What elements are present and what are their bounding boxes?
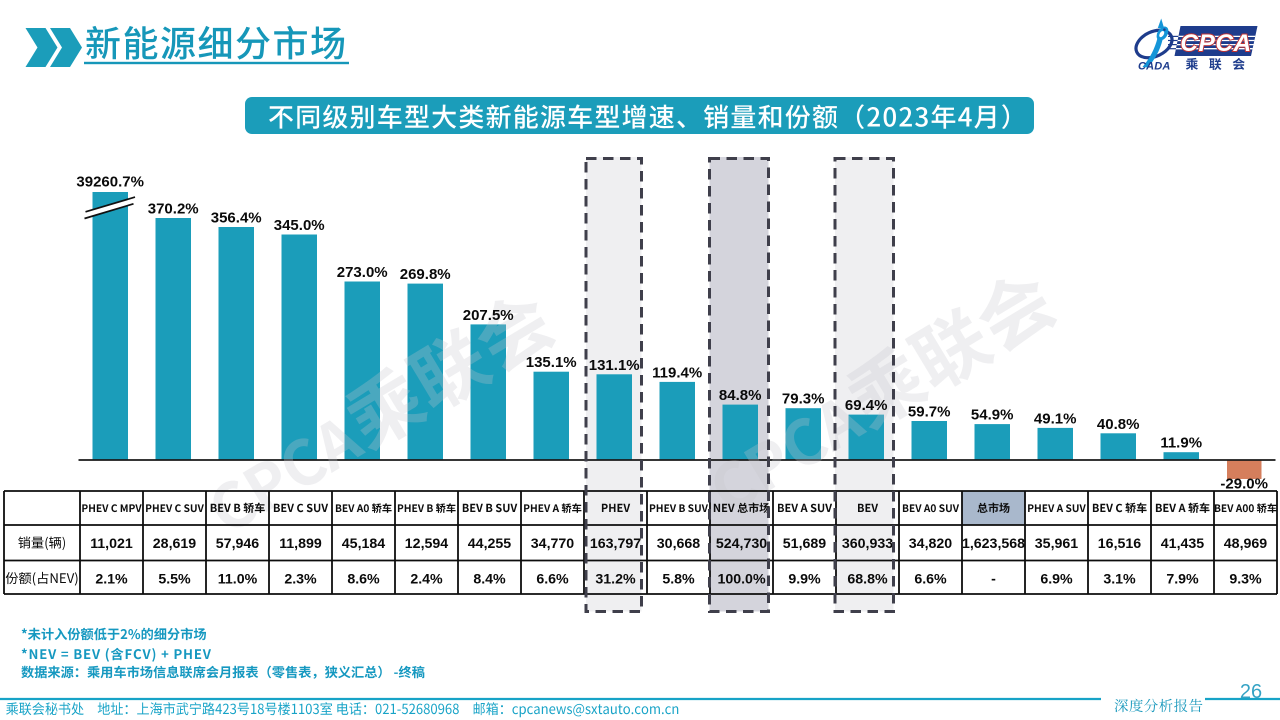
svg-text:16,516: 16,516 bbox=[1098, 536, 1142, 552]
svg-text:-29.0%: -29.0% bbox=[1220, 476, 1268, 493]
svg-text:11.0%: 11.0% bbox=[218, 572, 258, 588]
svg-text:100.0%: 100.0% bbox=[717, 572, 766, 588]
svg-text:12,594: 12,594 bbox=[405, 536, 449, 552]
svg-text:163,797: 163,797 bbox=[590, 536, 641, 552]
svg-text:41,435: 41,435 bbox=[1161, 536, 1205, 552]
svg-text:3.1%: 3.1% bbox=[1103, 572, 1136, 588]
svg-text:356.4%: 356.4% bbox=[211, 210, 262, 227]
svg-text:524,730: 524,730 bbox=[716, 536, 767, 552]
svg-text:34,770: 34,770 bbox=[531, 536, 575, 552]
svg-text:51,689: 51,689 bbox=[783, 536, 827, 552]
svg-text:1,623,568: 1,623,568 bbox=[962, 536, 1025, 552]
svg-text:31.2%: 31.2% bbox=[595, 572, 636, 588]
svg-text:9.3%: 9.3% bbox=[1229, 572, 1262, 588]
svg-text:45,184: 45,184 bbox=[342, 536, 386, 552]
svg-text:-: - bbox=[991, 572, 996, 588]
svg-text:6.6%: 6.6% bbox=[536, 572, 569, 588]
svg-text:40.8%: 40.8% bbox=[1097, 416, 1140, 433]
svg-text:5.8%: 5.8% bbox=[662, 572, 695, 588]
svg-text:CPCA: CPCA bbox=[1180, 30, 1251, 57]
svg-text:84.8%: 84.8% bbox=[719, 387, 762, 404]
svg-text:28,619: 28,619 bbox=[153, 536, 197, 552]
svg-text:2.4%: 2.4% bbox=[410, 572, 443, 588]
svg-text:135.1%: 135.1% bbox=[526, 354, 577, 371]
svg-text:269.8%: 269.8% bbox=[400, 266, 451, 283]
svg-text:34,820: 34,820 bbox=[909, 536, 953, 552]
svg-text:30,668: 30,668 bbox=[657, 536, 701, 552]
svg-text:7.9%: 7.9% bbox=[1166, 572, 1199, 588]
svg-text:370.2%: 370.2% bbox=[148, 201, 199, 218]
svg-text:79.3%: 79.3% bbox=[782, 391, 825, 408]
svg-text:6.9%: 6.9% bbox=[1040, 572, 1073, 588]
svg-text:131.1%: 131.1% bbox=[589, 357, 640, 374]
svg-text:6.6%: 6.6% bbox=[914, 572, 947, 588]
svg-text:9.9%: 9.9% bbox=[788, 572, 821, 588]
svg-text:69.4%: 69.4% bbox=[845, 397, 888, 414]
svg-text:44,255: 44,255 bbox=[468, 536, 512, 552]
svg-text:39260.7%: 39260.7% bbox=[76, 174, 144, 191]
svg-text:5.5%: 5.5% bbox=[158, 572, 191, 588]
svg-text:207.5%: 207.5% bbox=[463, 307, 514, 324]
svg-text:360,933: 360,933 bbox=[842, 536, 893, 552]
svg-text:345.0%: 345.0% bbox=[274, 217, 325, 234]
svg-text:2.1%: 2.1% bbox=[95, 572, 128, 588]
svg-text:26: 26 bbox=[1240, 681, 1262, 703]
svg-text:48,969: 48,969 bbox=[1224, 536, 1268, 552]
svg-text:11,899: 11,899 bbox=[279, 536, 322, 552]
svg-text:2.3%: 2.3% bbox=[284, 572, 317, 588]
svg-text:119.4%: 119.4% bbox=[652, 364, 702, 381]
svg-text:57,946: 57,946 bbox=[216, 536, 260, 552]
svg-text:CADA: CADA bbox=[1138, 60, 1171, 72]
svg-text:54.9%: 54.9% bbox=[971, 407, 1014, 424]
svg-text:11.9%: 11.9% bbox=[1160, 435, 1202, 452]
svg-text:8.6%: 8.6% bbox=[347, 572, 380, 588]
svg-text:59.7%: 59.7% bbox=[908, 404, 951, 421]
svg-text:49.1%: 49.1% bbox=[1034, 410, 1077, 427]
svg-text:35,961: 35,961 bbox=[1035, 536, 1079, 552]
svg-text:8.4%: 8.4% bbox=[473, 572, 506, 588]
svg-text:68.8%: 68.8% bbox=[847, 572, 888, 588]
svg-text:273.0%: 273.0% bbox=[337, 264, 388, 281]
svg-text:11,021: 11,021 bbox=[90, 536, 133, 552]
